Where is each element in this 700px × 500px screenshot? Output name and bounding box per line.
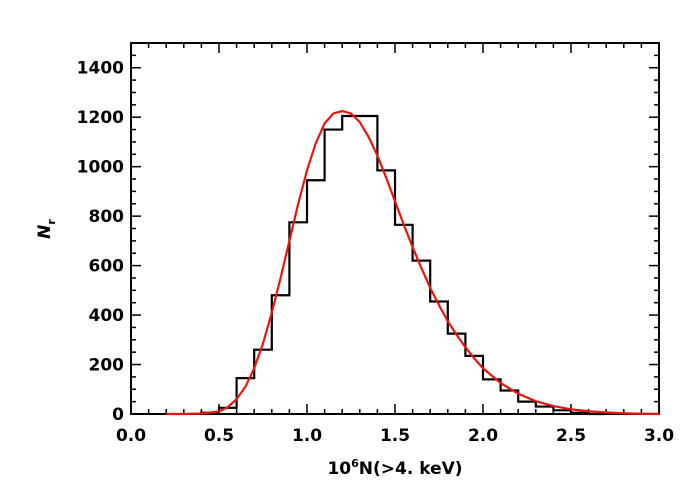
x-axis-label: 106N(>4. keV): [327, 457, 462, 479]
y-tick-labels: 0 200 400 600 800 1000 1200 1400: [77, 59, 124, 425]
plot-border: [130, 42, 660, 415]
x-tick-labels: 0.0 0.5 1.0 1.5 2.0 2.5 3.0: [116, 426, 674, 446]
series-layer: [166, 109, 660, 416]
histogram-bin: [342, 116, 360, 414]
y-tick-label: 1000: [77, 158, 124, 178]
histogram-bin: [536, 407, 554, 414]
histogram-bin: [395, 225, 413, 414]
y-tick-label: 800: [89, 207, 125, 227]
x-axis-label-rest: N(>4. keV): [359, 459, 463, 479]
y-tick-label: 1200: [77, 108, 124, 128]
y-tick-label: 1400: [77, 59, 124, 79]
x-tick-label: 0.0: [116, 426, 146, 446]
y-tick-label: 200: [89, 356, 125, 376]
plot-frame: [130, 42, 660, 415]
x-tick-label: 1.0: [292, 426, 322, 446]
histogram-bin: [501, 391, 519, 414]
histogram-bin: [448, 334, 466, 414]
histogram-bin: [307, 180, 325, 414]
y-axis-label-main: N: [35, 225, 55, 239]
x-tick-label: 2.0: [468, 426, 498, 446]
histogram-bin: [272, 295, 290, 414]
y-axis-label: Nr: [35, 219, 58, 239]
histogram-bin: [325, 130, 343, 414]
fit-curve-line: [166, 109, 660, 416]
axis-ticks: [130, 42, 660, 415]
x-tick-label: 3.0: [644, 426, 674, 446]
histogram-bin: [483, 379, 501, 414]
x-axis-label-exponent: 6: [351, 457, 359, 470]
histogram-bin: [289, 222, 307, 414]
x-tick-label: 2.5: [556, 426, 586, 446]
histogram-bin: [360, 116, 378, 414]
x-axis-label-base: 10: [327, 459, 351, 479]
histogram-bin: [377, 170, 395, 414]
y-tick-label: 400: [89, 306, 125, 326]
y-axis-label-subscript: r: [45, 219, 58, 225]
histogram-steps: [200, 114, 607, 416]
histogram-bin: [518, 402, 536, 414]
x-tick-label: 0.5: [204, 426, 234, 446]
x-tick-label: 1.5: [380, 426, 410, 446]
y-tick-label: 0: [112, 405, 124, 425]
y-tick-label: 600: [89, 257, 125, 277]
